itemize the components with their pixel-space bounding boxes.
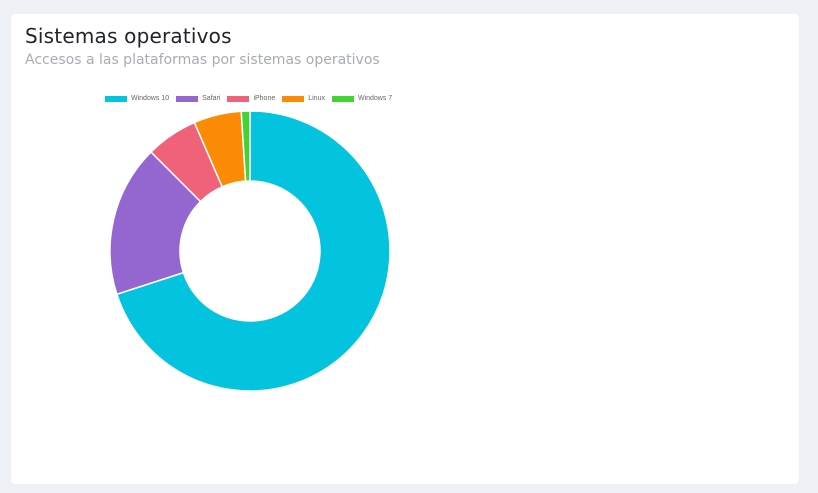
- legend-item[interactable]: Windows 7: [331, 95, 393, 102]
- donut-chart: [109, 110, 391, 392]
- legend-label: iPhone: [253, 95, 276, 102]
- legend-item[interactable]: Windows 10: [105, 95, 169, 102]
- legend-swatch: [282, 95, 305, 102]
- legend-swatch: [331, 95, 354, 102]
- legend-label: Windows 7: [357, 95, 393, 102]
- legend-swatch: [176, 95, 199, 102]
- legend-item[interactable]: Linux: [282, 95, 325, 102]
- legend-swatch: [105, 95, 127, 102]
- legend-label: Linux: [308, 95, 325, 102]
- donut-slice-windows-7[interactable]: [240, 110, 251, 182]
- legend-label: Safari: [202, 95, 221, 102]
- legend-item[interactable]: iPhone: [227, 95, 275, 102]
- card-title: Sistemas operativos: [25, 24, 232, 48]
- legend-label: Windows 10: [131, 95, 170, 102]
- legend-swatch: [227, 95, 250, 102]
- card-subtitle: Accesos a las plataformas por sistemas o…: [25, 52, 380, 68]
- chart-card: Sistemas operativos Accesos a las plataf…: [11, 14, 799, 484]
- chart-legend: Windows 10 Safari iPhone Linux Windows 7: [105, 95, 392, 102]
- legend-item[interactable]: Safari: [176, 95, 220, 102]
- donut-slice-windows-10[interactable]: [115, 110, 391, 392]
